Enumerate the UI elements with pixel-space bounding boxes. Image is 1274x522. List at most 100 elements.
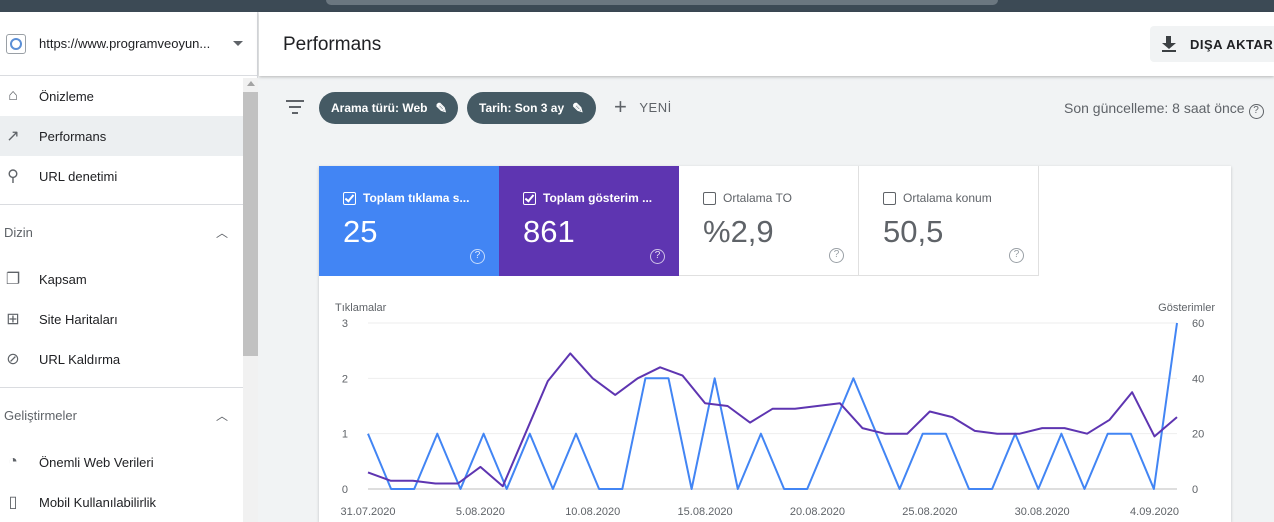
left-tick-label: 2	[342, 373, 348, 385]
sidebar-item-mobile-usability[interactable]: ▯ Mobil Kullanılabilirlik	[0, 482, 243, 522]
section-header-index[interactable]: Dizin ︿	[0, 204, 258, 259]
search-icon: ⚲	[7, 168, 19, 185]
dropdown-caret-icon[interactable]	[233, 41, 243, 46]
section-title: Dizin	[4, 224, 33, 240]
help-icon[interactable]: ?	[650, 249, 665, 264]
trending-up-icon: ↗	[6, 128, 20, 145]
metric-total-clicks[interactable]: Toplam tıklama s... 25 ?	[319, 166, 499, 276]
right-axis-label: Gösterimler	[1158, 302, 1215, 314]
help-icon[interactable]: ?	[1248, 104, 1264, 119]
sidebar-item-label: Önizleme	[39, 88, 94, 104]
sidebar-item-label: Kapsam	[39, 271, 87, 287]
section-title: Geliştirmeler	[4, 407, 77, 423]
metric-average-position[interactable]: Ortalama konum 50,5 ?	[859, 166, 1039, 276]
x-tick-label: 31.07.2020	[340, 506, 395, 518]
sidebar-item-label: Site Haritaları	[39, 311, 118, 327]
chip-label: Tarih: Son 3 ay	[479, 101, 565, 115]
scroll-up-arrow-icon[interactable]	[247, 81, 255, 86]
x-tick-label: 4.09.2020	[1130, 506, 1179, 518]
series-line-g-sterimler	[367, 352, 1178, 488]
sidebar-item-label: URL Kaldırma	[39, 351, 121, 367]
last-updated-text: Son güncelleme: 8 saat önce	[1064, 100, 1245, 116]
right-tick-label: 20	[1192, 429, 1204, 441]
metric-value: 861	[523, 214, 575, 249]
metric-value: 25	[343, 214, 378, 249]
globe-icon	[6, 33, 26, 54]
performance-chart: Tıklamalar Gösterimler 0 0 1 20 2 40 3 60 31.07.…	[319, 276, 1231, 522]
metric-label: Toplam tıklama s...	[363, 191, 470, 205]
sidebar-item-label: Performans	[39, 128, 107, 144]
export-label: DIŞA AKTAR	[1190, 36, 1274, 52]
left-tick-label: 0	[342, 484, 348, 496]
sidebar-item-core-web-vitals[interactable]: ◔ Önemli Web Verileri	[0, 442, 243, 482]
help-icon[interactable]: ?	[470, 249, 485, 264]
metric-average-ctr[interactable]: Ortalama TO %2,9 ?	[679, 166, 859, 276]
metric-label: Ortalama TO	[723, 191, 792, 205]
sidebar-item-url-inspection[interactable]: ⚲ URL denetimi	[0, 156, 243, 196]
sitemap-icon: ⊞	[6, 311, 20, 328]
search-type-chip[interactable]: Arama türü: Web ✎	[319, 92, 458, 124]
x-tick-label: 20.08.2020	[790, 506, 845, 518]
export-button[interactable]: DIŞA AKTAR	[1150, 26, 1274, 62]
edit-pencil-icon[interactable]: ✎	[435, 99, 448, 116]
sidebar-item-sitemaps[interactable]: ⊞ Site Haritaları	[0, 299, 243, 339]
x-tick-label: 25.08.2020	[902, 506, 957, 518]
left-tick-label: 1	[342, 429, 348, 441]
last-updated: Son güncelleme: 8 saat önce?	[1064, 100, 1264, 119]
address-bar[interactable]	[326, 0, 998, 5]
new-label: YENİ	[639, 99, 672, 115]
metric-label: Ortalama konum	[903, 191, 992, 205]
section-header-enhancements[interactable]: Geliştirmeler ︿	[0, 387, 258, 442]
chart-ticks: 0 0 1 20 2 40 3 60 31.07.2020 5.08.2020 10.08.2020…	[340, 318, 1204, 518]
date-chip[interactable]: Tarih: Son 3 ay ✎	[467, 92, 596, 124]
phone-icon: ▯	[8, 494, 18, 511]
help-icon[interactable]: ?	[829, 248, 844, 263]
copy-icon: ❐	[5, 271, 21, 288]
sidebar-scroll-thumb[interactable]	[243, 92, 258, 356]
sidebar-item-label: Mobil Kullanılabilirlik	[39, 494, 157, 510]
eye-off-icon: ⊘	[6, 351, 20, 368]
sidebar-item-coverage[interactable]: ❐ Kapsam	[0, 259, 243, 299]
new-filter-button[interactable]: + YENİ	[614, 94, 672, 119]
page-header: Performans DIŞA AKTAR	[259, 12, 1274, 76]
performance-card: Toplam tıklama s... 25 ? Toplam gösterim…	[319, 166, 1231, 522]
right-tick-label: 60	[1192, 318, 1204, 330]
download-icon	[1160, 35, 1178, 53]
sidebar-item-overview[interactable]: ⌂ Önizleme	[0, 76, 243, 116]
property-selector[interactable]: https://www.programveoyun...	[0, 12, 257, 76]
property-url: https://www.programveoyun...	[39, 36, 211, 51]
checkbox-icon[interactable]	[343, 191, 356, 205]
filter-icon[interactable]	[286, 100, 304, 114]
speed-icon: ◔	[8, 453, 18, 470]
chevron-up-icon[interactable]: ︿	[215, 225, 228, 240]
sidebar-item-label: Önemli Web Verileri	[39, 454, 154, 470]
plus-icon: +	[614, 94, 628, 119]
sidebar-item-label: URL denetimi	[39, 168, 118, 184]
series-line-t-klamalar	[367, 322, 1178, 490]
right-tick-label: 40	[1192, 373, 1204, 385]
x-tick-label: 5.08.2020	[456, 506, 505, 518]
metric-total-impressions[interactable]: Toplam gösterim ... 861 ?	[499, 166, 679, 276]
left-tick-label: 3	[342, 318, 348, 330]
metric-label: Toplam gösterim ...	[543, 191, 653, 205]
chart-svg: Tıklamalar Gösterimler 0 0 1 20 2 40 3 60 31.07.…	[335, 302, 1215, 518]
metric-value: %2,9	[703, 214, 774, 249]
page-title: Performans	[283, 34, 382, 55]
help-icon[interactable]: ?	[1009, 248, 1024, 263]
checkbox-icon[interactable]	[703, 191, 716, 205]
chevron-up-icon[interactable]: ︿	[215, 408, 228, 423]
checkbox-icon[interactable]	[883, 191, 896, 205]
checkbox-icon[interactable]	[523, 191, 536, 205]
chip-label: Arama türü: Web	[331, 101, 428, 115]
filter-bar: Arama türü: Web ✎ Tarih: Son 3 ay ✎ + YE…	[259, 76, 1274, 140]
edit-pencil-icon[interactable]: ✎	[572, 99, 584, 116]
sidebar: https://www.programveoyun... ⌂ Önizleme …	[0, 12, 258, 522]
browser-top-bar	[0, 0, 1274, 12]
metric-value: 50,5	[883, 214, 944, 249]
sidebar-nav: ⌂ Önizleme ↗ Performans ⚲ URL denetimi D…	[0, 76, 258, 522]
right-tick-label: 0	[1192, 484, 1198, 496]
chart-grid	[368, 322, 1177, 490]
x-tick-label: 30.08.2020	[1015, 506, 1070, 518]
sidebar-item-performance[interactable]: ↗ Performans	[0, 116, 243, 156]
sidebar-item-removals[interactable]: ⊘ URL Kaldırma	[0, 339, 243, 379]
